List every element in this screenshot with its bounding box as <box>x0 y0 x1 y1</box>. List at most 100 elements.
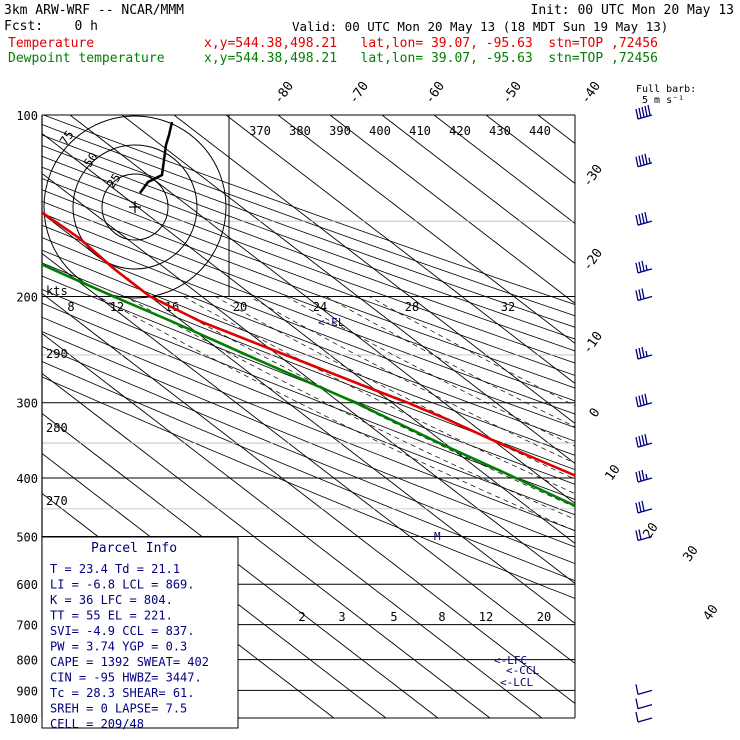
model-title: 3km ARW-WRF -- NCAR/MMM <box>4 3 185 18</box>
isotherm-line <box>42 412 439 719</box>
wind-barb <box>635 288 653 302</box>
theta-e-label: 390 <box>329 124 351 138</box>
parcel-info-row: PW = 3.74 YGP = 0.3 <box>50 640 187 654</box>
wind-barb <box>635 711 653 723</box>
dry-adiabat <box>42 361 575 582</box>
theta-e-label: 430 <box>489 124 511 138</box>
wind-barb <box>635 433 653 448</box>
temperature-tick-label: -40 <box>578 79 604 107</box>
parcel-info-box <box>41 536 239 729</box>
temperature-location: x,y=544.38,498.21 lat,lon= 39.07, -95.63… <box>204 36 658 51</box>
wind-barb <box>635 346 653 360</box>
dry-adiabat <box>42 376 575 599</box>
pressure-tick-label: 400 <box>16 472 38 486</box>
parcel-info-row: TT = 55 EL = 221. <box>50 609 173 623</box>
isotherm-line <box>433 115 575 225</box>
dry-adiabat <box>42 200 575 402</box>
pressure-tick-label: 600 <box>16 578 38 592</box>
temperature-profile <box>42 210 575 477</box>
mixing-ratio-label: 3 <box>338 610 345 624</box>
theta-e-label: 400 <box>369 124 391 138</box>
parcel-info-row: CIN = -95 HWBZ= 3447. <box>50 671 202 685</box>
pressure-tick-label: 700 <box>16 619 38 633</box>
mixing-ratio-label: 20 <box>233 300 247 314</box>
hodograph-trace <box>138 121 174 194</box>
temperature-tick-label: 0 <box>587 405 604 420</box>
theta-e-label: 380 <box>289 124 311 138</box>
temperature-tick-label: 30 <box>680 543 701 564</box>
temperature-tick-label: -70 <box>346 79 372 107</box>
theta-label: 290 <box>46 347 68 361</box>
temperature-tick-label: -30 <box>580 162 606 190</box>
moist-adiabat <box>215 296 575 480</box>
wind-barb <box>635 153 653 168</box>
mixing-ratio-label: 5 <box>390 610 397 624</box>
parcel-info-row: T = 23.4 Td = 21.1 <box>50 562 180 576</box>
dry-adiabat <box>42 237 575 442</box>
pressure-tick-label: 300 <box>16 397 38 411</box>
isotherm-line <box>42 292 575 705</box>
hodograph-ring <box>43 115 227 299</box>
parcel-info-row: CAPE = 1392 SWEAT= 402 <box>50 655 209 669</box>
hodograph-units: kts <box>46 284 68 298</box>
parcel-info-row: Tc = 28.3 SHEAR= 61. <box>50 686 195 700</box>
wind-barb <box>635 469 653 483</box>
theta-e-label: 420 <box>449 124 471 138</box>
mixing-ratio-label: 8 <box>67 300 74 314</box>
wind-barb <box>635 260 653 274</box>
temperature-tick-label: 10 <box>602 462 623 483</box>
dry-adiabat <box>42 345 575 565</box>
dry-adiabat <box>42 249 575 456</box>
theta-label: 280 <box>46 421 68 435</box>
wind-barb <box>635 500 653 514</box>
isotherm-line <box>42 252 575 665</box>
hodograph-ring <box>101 173 169 241</box>
theta-e-label: 440 <box>529 124 551 138</box>
mixing-ratio-label: 28 <box>405 300 419 314</box>
dry-adiabat <box>42 212 575 415</box>
isotherm-line <box>537 115 575 145</box>
valid-time: Valid: 00 UTC Mon 20 May 13 (18 MDT Sun … <box>292 19 669 34</box>
pressure-tick-label: 800 <box>16 654 38 668</box>
moist-adiabat <box>124 296 575 520</box>
wind-barb <box>635 698 653 710</box>
dry-adiabat <box>42 262 575 471</box>
wind-barb <box>635 393 653 408</box>
parcel-info-title: Parcel Info <box>91 541 177 556</box>
dry-adiabat <box>42 224 575 428</box>
barb-legend-label: Full barb: <box>636 84 696 95</box>
isotherm-line <box>329 115 575 305</box>
temperature-tick-label: -60 <box>422 79 448 107</box>
temperature-tick-label: -20 <box>580 246 606 274</box>
hodograph-ring <box>72 144 198 270</box>
pressure-tick-label: 500 <box>16 530 38 544</box>
isotherm-line <box>42 372 491 719</box>
ccl-marker: <-CCL <box>506 664 539 677</box>
mixing-ratio-label: 2 <box>298 610 305 624</box>
hodograph-ring-label: 50 <box>81 150 101 170</box>
theta-e-label: 410 <box>409 124 431 138</box>
temperature-tick-label: 20 <box>640 520 661 541</box>
theta-e-label: 370 <box>249 124 271 138</box>
dry-adiabat <box>42 289 575 500</box>
isotherm-line <box>225 115 575 385</box>
pressure-tick-label: 900 <box>16 684 38 698</box>
pressure-tick-label: 200 <box>16 291 38 305</box>
parcel-info-row: CELL = 209/48 <box>50 717 144 731</box>
mixing-ratio-label: 8 <box>438 610 445 624</box>
temperature-tick-label: 40 <box>700 602 721 623</box>
dry-adiabat <box>42 178 575 376</box>
dry-adiabat <box>42 275 575 485</box>
dry-adiabat <box>42 316 575 532</box>
moist-adiabat <box>183 296 575 495</box>
barb-legend-units: 5 m s⁻¹ <box>642 95 684 106</box>
forecast-hour: Fcst: 0 h <box>4 19 98 34</box>
isotherm-line <box>485 115 575 185</box>
parcel-info-row: LI = -6.8 LCL = 869. <box>50 578 195 592</box>
moist-adiabat <box>285 296 575 447</box>
dry-adiabat <box>42 331 575 548</box>
lfc-marker: <-LFC <box>494 654 527 667</box>
pressure-tick-label: 1000 <box>9 712 38 726</box>
mixing-ratio-label: 12 <box>110 300 124 314</box>
